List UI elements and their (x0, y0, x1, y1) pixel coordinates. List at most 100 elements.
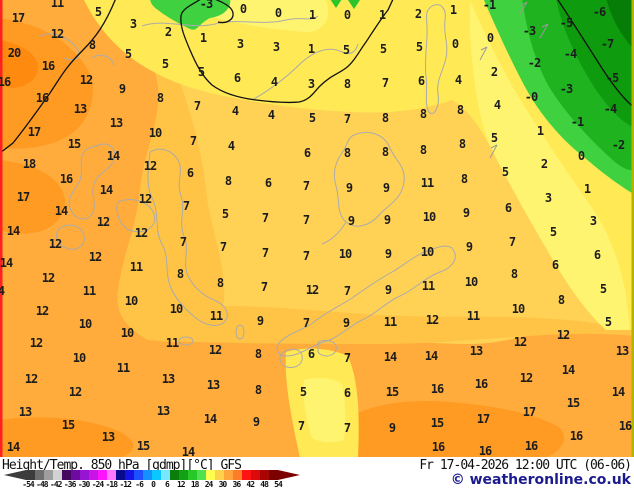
temp-value: 8 (224, 174, 232, 188)
temp-value: 7 (343, 351, 351, 365)
temp-value: 11 (209, 309, 223, 323)
temp-value: 15 (136, 439, 150, 453)
colorbar-segment (125, 470, 134, 480)
contour-loop (215, 0, 234, 24)
colorbar-tick: 54 (274, 480, 283, 489)
temp-value: 9 (256, 314, 264, 328)
colorbar-segments (26, 470, 278, 480)
temp-value: 18 (22, 157, 36, 171)
temp-value: 1 (308, 8, 316, 22)
temp-value: 3 (589, 214, 597, 228)
temp-value: 5 (501, 165, 509, 179)
temp-value: -3 (522, 24, 536, 38)
temp-value: 8 (381, 111, 389, 125)
temp-value: 7 (343, 284, 351, 298)
temp-value: -1 (570, 115, 584, 129)
temp-value: 7 (343, 112, 351, 126)
colorbar-tick: -30 (77, 480, 90, 489)
temp-value: 8 (254, 383, 262, 397)
temp-value: -1 (482, 0, 496, 12)
temp-value: -4 (563, 47, 577, 61)
temp-value: 8 (216, 276, 224, 290)
wind-barbs (479, 1, 549, 159)
legend-datetime: Fr 17-04-2026 12:00 UTC (06-06) (419, 458, 632, 473)
temp-value: 9 (252, 415, 260, 429)
temp-value: 4 (0, 284, 5, 298)
temp-value: 2 (540, 157, 548, 171)
field-green-blob (150, 0, 231, 30)
temp-value: 9 (118, 82, 126, 96)
temp-value: 10 (464, 275, 478, 289)
temp-value: 6 (303, 146, 311, 160)
temp-value: 12 (68, 385, 82, 399)
temp-value: 12 (138, 192, 152, 206)
temp-value: 7 (182, 199, 190, 213)
temp-value: 16 (0, 75, 11, 89)
temp-value: 5 (161, 57, 169, 71)
temp-value: 5 (308, 111, 316, 125)
temp-value: -5 (605, 71, 619, 85)
temp-value: 16 (474, 377, 488, 391)
temp-value: 5 (599, 282, 607, 296)
map-area: 17 11 5 -3 0 0 1 0 1 2 1 -1 -6 12 3 2 1 3 3 1 5 5 5 0 0 -3 -5 -7 20 8… (0, 0, 634, 457)
temp-value: 4 (270, 75, 278, 89)
temp-value: 7 (297, 419, 305, 433)
colorbar-tick: -24 (91, 480, 104, 489)
temp-value: 11 (129, 260, 143, 274)
temp-value: 11 (420, 176, 434, 190)
colorbar-tick: 12 (176, 480, 186, 489)
temp-value: 0 (343, 8, 351, 22)
temp-value: 5 (197, 65, 205, 79)
temp-value: 5 (342, 43, 350, 57)
colorbar-tick: 18 (190, 480, 200, 489)
temp-value: 11 (82, 284, 96, 298)
colorbar-tick: -18 (105, 480, 118, 489)
temp-value: 12 (24, 372, 38, 386)
temp-value: 11 (383, 315, 397, 329)
temp-value: 6 (186, 166, 194, 180)
temp-value: 9 (342, 316, 350, 330)
temp-value: 1 (583, 182, 591, 196)
temp-value: 10 (420, 245, 434, 259)
temp-value: 16 (431, 440, 445, 454)
temperature-grid-labels: 17 11 5 -3 0 0 1 0 1 2 1 -1 -6 12 3 2 1 3 3 1 5 5 5 0 0 -3 -5 -7 20 8… (0, 0, 632, 457)
temp-value: 0 (451, 37, 459, 51)
temp-value: 4 (231, 104, 239, 118)
temp-value: 9 (384, 247, 392, 261)
temp-value: 12 (35, 304, 49, 318)
temp-value: 8 (343, 77, 351, 91)
map-border-right (631, 0, 634, 457)
temp-value: 0 (577, 149, 585, 163)
temp-value: 5 (490, 131, 498, 145)
temp-value: 7 (302, 249, 310, 263)
temp-value: 13 (156, 404, 170, 418)
colorbar-ticks: -54 -48 -42 -36 -30 -24 -18 -12 -6 0 6 12 18 24 30 36 42… (4, 480, 304, 490)
temp-value: 2 (164, 25, 172, 39)
temp-value: 8 (557, 293, 565, 307)
temp-value: 12 (305, 283, 319, 297)
temp-value: 5 (299, 385, 307, 399)
colorbar-segment (161, 470, 170, 480)
temp-value: 20 (7, 46, 21, 60)
temp-value: 3 (129, 17, 137, 31)
colorbar-tick: 30 (218, 480, 228, 489)
temp-value: 14 (383, 350, 397, 364)
temp-value: 12 (41, 271, 55, 285)
temperature-field (0, 0, 634, 457)
field-green-fragment-1 (330, 0, 342, 8)
temp-value: 3 (272, 40, 280, 54)
temp-value: 13 (469, 344, 483, 358)
temp-value: 9 (388, 421, 396, 435)
temp-value: 14 (203, 412, 217, 426)
temp-value: 13 (101, 430, 115, 444)
colorbar-left-arrow-icon (4, 470, 26, 480)
temp-value: 9 (384, 283, 392, 297)
temp-value: 6 (233, 71, 241, 85)
temp-value: 7 (381, 76, 389, 90)
colorbar-segment (197, 470, 206, 480)
temp-value: 4 (493, 98, 501, 112)
colorbar-segment (116, 470, 125, 480)
temp-value: 16 (430, 382, 444, 396)
temp-value: 8 (88, 38, 96, 52)
